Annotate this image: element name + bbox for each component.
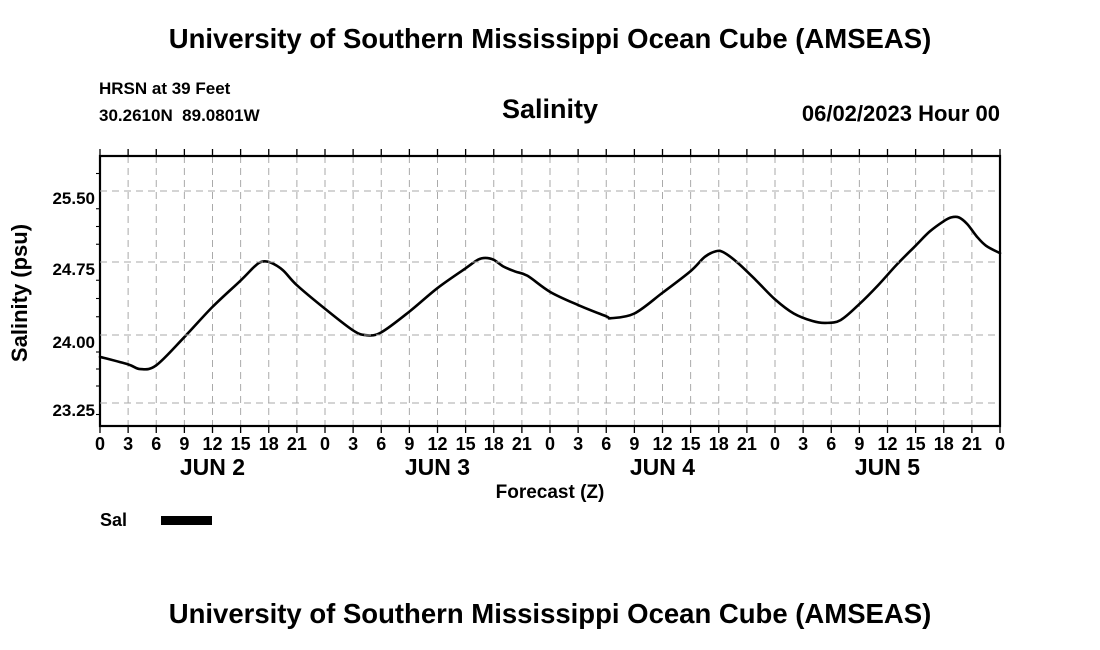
svg-text:12: 12: [202, 434, 222, 454]
svg-text:9: 9: [404, 434, 414, 454]
svg-text:12: 12: [652, 434, 672, 454]
svg-text:18: 18: [259, 434, 279, 454]
svg-text:15: 15: [456, 434, 476, 454]
svg-text:0: 0: [770, 434, 780, 454]
svg-text:3: 3: [798, 434, 808, 454]
svg-text:9: 9: [629, 434, 639, 454]
svg-text:0: 0: [545, 434, 555, 454]
svg-text:12: 12: [427, 434, 447, 454]
svg-text:6: 6: [376, 434, 386, 454]
svg-text:0: 0: [320, 434, 330, 454]
svg-text:3: 3: [123, 434, 133, 454]
svg-text:12: 12: [877, 434, 897, 454]
svg-text:JUN 5: JUN 5: [855, 454, 920, 480]
svg-text:18: 18: [934, 434, 954, 454]
svg-text:15: 15: [681, 434, 701, 454]
svg-text:JUN 3: JUN 3: [405, 454, 470, 480]
svg-text:21: 21: [512, 434, 532, 454]
svg-text:21: 21: [737, 434, 757, 454]
svg-text:15: 15: [906, 434, 926, 454]
svg-text:18: 18: [484, 434, 504, 454]
svg-text:6: 6: [601, 434, 611, 454]
svg-text:0: 0: [95, 434, 105, 454]
svg-text:3: 3: [573, 434, 583, 454]
svg-text:3: 3: [348, 434, 358, 454]
svg-text:6: 6: [151, 434, 161, 454]
svg-text:15: 15: [231, 434, 251, 454]
svg-text:0: 0: [995, 434, 1005, 454]
svg-text:18: 18: [709, 434, 729, 454]
svg-text:9: 9: [854, 434, 864, 454]
svg-text:21: 21: [287, 434, 307, 454]
svg-text:9: 9: [179, 434, 189, 454]
svg-text:JUN 2: JUN 2: [180, 454, 245, 480]
svg-text:6: 6: [826, 434, 836, 454]
svg-text:21: 21: [962, 434, 982, 454]
svg-text:JUN 4: JUN 4: [630, 454, 695, 480]
